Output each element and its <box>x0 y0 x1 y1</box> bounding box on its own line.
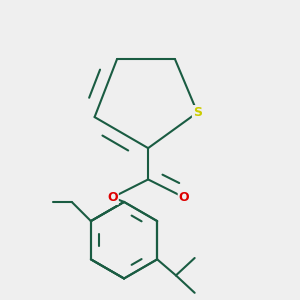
Text: S: S <box>193 106 202 119</box>
Text: O: O <box>179 191 189 204</box>
Text: O: O <box>107 191 118 204</box>
